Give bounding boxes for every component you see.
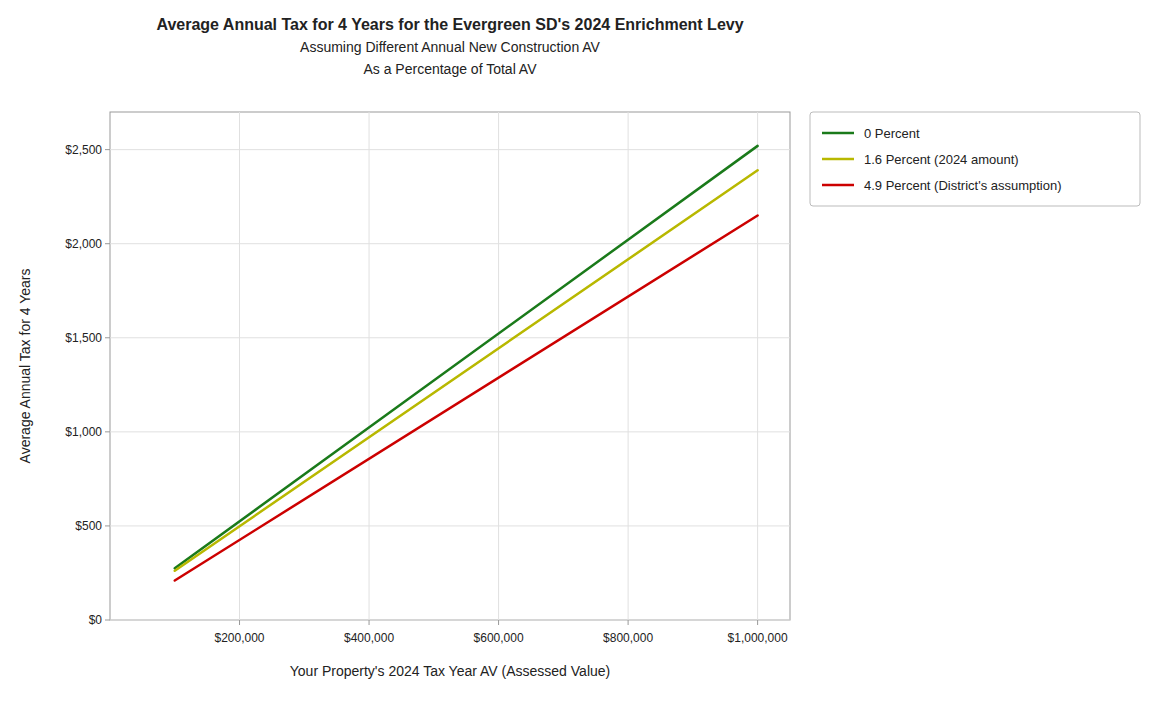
x-grid-line (498, 112, 499, 620)
x-tick (757, 620, 758, 625)
y-tick-label: $2,000 (65, 237, 102, 251)
series-line (175, 215, 758, 580)
y-tick-label: $1,500 (65, 331, 102, 345)
legend-swatch (822, 184, 854, 187)
legend-label: 1.6 Percent (2024 amount) (864, 152, 1019, 167)
x-tick (628, 620, 629, 625)
y-tick-label: $500 (75, 519, 102, 533)
y-tick (105, 620, 110, 621)
legend: 0 Percent 1.6 Percent (2024 amount) 4.9 Pe… (810, 112, 1140, 206)
y-tick (105, 243, 110, 244)
y-tick (105, 525, 110, 526)
legend-label: 4.9 Percent (District's assumption) (864, 178, 1062, 193)
y-grid-line (110, 431, 790, 432)
y-tick (105, 337, 110, 338)
y-tick (105, 431, 110, 432)
y-grid-line (110, 620, 790, 621)
y-grid-line (110, 243, 790, 244)
x-grid-line (628, 112, 629, 620)
grid (110, 112, 790, 620)
y-grid-line (110, 337, 790, 338)
series-group (175, 146, 758, 581)
plot-frame (110, 112, 790, 620)
legend-swatch (822, 158, 854, 161)
x-grid-line (757, 112, 758, 620)
y-tick-label: $2,500 (65, 143, 102, 157)
x-tick-label: $800,000 (603, 631, 653, 645)
x-tick-label: $600,000 (474, 631, 524, 645)
y-tick-label: $0 (89, 613, 103, 627)
legend-swatch (822, 132, 854, 135)
y-axis-label: Average Annual Tax for 4 Years (17, 269, 33, 464)
y-grid-line (110, 149, 790, 150)
y-grid-line (110, 525, 790, 526)
y-tick-label: $1,000 (65, 425, 102, 439)
x-grid-line (369, 112, 370, 620)
title: Average Annual Tax for 4 Years for the E… (156, 16, 743, 77)
series-line (175, 170, 758, 570)
series-line (175, 146, 758, 568)
x-tick-label: $400,000 (344, 631, 394, 645)
x-tick (498, 620, 499, 625)
legend-box (810, 112, 1140, 206)
x-tick-label: $200,000 (214, 631, 264, 645)
x-axis-label: Your Property's 2024 Tax Year AV (Assess… (290, 663, 610, 679)
legend-label: 0 Percent (864, 126, 920, 141)
x-tick-label: $1,000,000 (728, 631, 788, 645)
chart: Average Annual Tax for 4 Years for the E… (0, 0, 1152, 720)
x-grid-line (239, 112, 240, 620)
y-tick (105, 149, 110, 150)
x-tick (239, 620, 240, 625)
x-tick (369, 620, 370, 625)
